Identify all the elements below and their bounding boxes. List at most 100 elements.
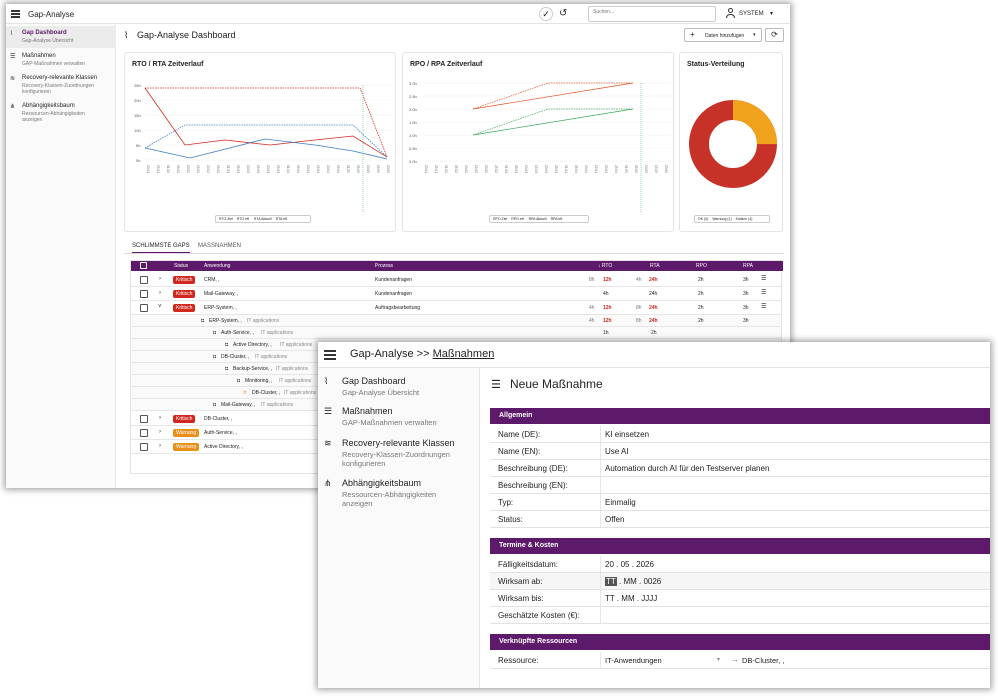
rpo-target-line <box>472 108 633 136</box>
svg-text:10.05: 10.05 <box>644 165 648 173</box>
svg-text:20.03: 20.03 <box>266 165 270 173</box>
resource-select[interactable]: DB-Cluster, , <box>742 656 785 665</box>
status-badge: Kritisch <box>173 304 196 312</box>
svg-text:01.05: 01.05 <box>346 165 350 173</box>
tab-schlimmste-gaps[interactable]: SCHLIMMSTE GAPS <box>132 243 190 253</box>
svg-text:25.04: 25.04 <box>614 165 618 173</box>
rpo-chart: 3.0h 2.5h 2.0h 1.5h 1.0h 0.5h 0.0h 20.01… <box>409 81 671 213</box>
field-wirksam-ab[interactable]: Wirksam ab: TT . MM . 0026 <box>490 573 990 590</box>
svg-text:01.03: 01.03 <box>226 165 230 173</box>
sidebar-item-gap-dashboard[interactable]: ⌇ Gap Dashboard Gap-Analyse Übersicht <box>6 26 116 48</box>
status-badge: Kritisch <box>173 276 196 284</box>
svg-text:20.04: 20.04 <box>326 165 330 173</box>
y-tick: 25h <box>134 83 141 88</box>
history-icon[interactable]: ↺ <box>559 8 568 19</box>
date-segment-highlight[interactable]: TT <box>605 577 617 586</box>
y-tick: 3.0h <box>409 81 417 86</box>
field-desc-en[interactable]: Beschreibung (EN): <box>490 477 990 494</box>
rpa-actual-line <box>472 82 634 110</box>
svg-text:05.03: 05.03 <box>236 165 240 173</box>
sidebar-item-recovery[interactable]: ≋ Recovery-relevante Klassen Recovery-Kl… <box>10 75 98 95</box>
expand-icon[interactable]: › <box>159 415 161 421</box>
menu-icon[interactable] <box>11 10 20 12</box>
svg-text:25.02: 25.02 <box>216 165 220 173</box>
add-data-button[interactable]: + Daten hinzufügen ▾ <box>684 28 762 42</box>
chevron-down-icon[interactable]: ▾ <box>770 11 774 17</box>
svg-text:15.05: 15.05 <box>654 165 658 173</box>
row-checkbox[interactable] <box>140 429 148 437</box>
y-tick: 2.5h <box>409 94 417 99</box>
expand-icon[interactable]: › <box>159 429 161 435</box>
expand-icon[interactable]: › <box>159 276 161 282</box>
field-name-de[interactable]: Name (DE): KI einsetzen <box>490 426 990 443</box>
svg-text:20.05: 20.05 <box>386 165 390 173</box>
svg-text:05.04: 05.04 <box>574 165 578 173</box>
sidebar-item-massnahmen[interactable]: ☰ Maßnahmen GAP-Maßnahmen verwalten <box>10 53 86 67</box>
svg-text:01.05: 01.05 <box>624 165 628 173</box>
table-row[interactable]: › Kritisch Mail-Gateway, , Kundenanfrage… <box>131 287 781 301</box>
expand-icon[interactable]: › <box>159 290 161 296</box>
measures-icon[interactable]: ☰ <box>761 290 767 296</box>
expand-icon[interactable]: › <box>159 443 161 449</box>
check-icon[interactable]: ✓ <box>539 7 553 21</box>
chevron-down-icon[interactable]: ▾ <box>717 657 721 663</box>
legend-item: RPO Ziel <box>493 217 508 221</box>
svg-text:15.03: 15.03 <box>256 165 260 173</box>
rto-chart-title: RTO / RTA Zeitverlauf <box>132 61 204 68</box>
measures-icon[interactable]: ☰ <box>761 276 767 282</box>
sidebar-item-recovery[interactable]: ≋ Recovery-relevante Klassen Recovery-Kl… <box>324 438 455 468</box>
svg-text:10.04: 10.04 <box>584 165 588 173</box>
massnahme-window: Gap-Analyse >> Maßnahmen ⌇ Gap Dashboard… <box>318 342 990 688</box>
y-tick: 1.5h <box>409 120 417 125</box>
resource-class-select[interactable]: IT-Anwendungen <box>605 656 662 665</box>
svg-text:01.04: 01.04 <box>564 165 568 173</box>
breadcrumb-root[interactable]: Gap-Analyse >> <box>350 348 433 360</box>
refresh-button[interactable]: ⟳ <box>765 28 784 42</box>
page-title: Gap-Analyse Dashboard <box>137 30 236 40</box>
app-title: Gap-Analyse <box>28 10 75 19</box>
search-input[interactable]: Suchen... <box>588 6 716 22</box>
field-status[interactable]: Status: Offen <box>490 511 990 528</box>
sidebar-item-abhaengigkeit[interactable]: ⋔ Abhängigkeitsbaum Ressourcen-Abhängigk… <box>324 478 437 508</box>
collapse-icon[interactable]: ˅ <box>158 304 162 310</box>
measures-icon[interactable]: ☰ <box>761 304 767 310</box>
field-desc-de[interactable]: Beschreibung (DE): Automation durch AI fü… <box>490 460 990 477</box>
form-topbar: Gap-Analyse >> Maßnahmen <box>318 342 990 368</box>
row-checkbox[interactable] <box>140 415 148 423</box>
sidebar-item-massnahmen[interactable]: ☰ Maßnahmen GAP-Maßnahmen verwalten <box>324 406 437 427</box>
x-tick-labels: 20.01 25.01 01.02 05.02 10.02 15.02 20.02 25.02… <box>424 165 668 173</box>
menu-icon[interactable] <box>324 350 336 352</box>
tree-row[interactable]: ◘ Auth-Service, , IT applications 1h 2h <box>131 327 781 339</box>
sidebar-item-abhaengigkeit[interactable]: ⋔ Abhängigkeitsbaum Ressourcen-Abhängigk… <box>10 103 85 123</box>
field-kosten[interactable]: Geschätzte Kosten (€): <box>490 607 990 624</box>
breadcrumb-current[interactable]: Maßnahmen <box>432 348 495 360</box>
table-row[interactable]: ˅ Kritisch ERP-System, , Auftragsbearbei… <box>131 301 781 315</box>
field-name-en[interactable]: Name (EN): Use AI <box>490 443 990 460</box>
tab-massnahmen[interactable]: MASSNAHMEN <box>198 243 242 249</box>
field-faelligkeit[interactable]: Fälligkeitsdatum: 20 . 05 . 2026 <box>490 556 990 573</box>
rto-actual-line <box>144 138 388 160</box>
field-typ[interactable]: Typ: Einmalig <box>490 494 990 511</box>
dashboard-topbar: Gap-Analyse ✓ ↺ Suchen... SYSTEM ▾ <box>6 4 790 24</box>
chart-icon: ⌇ <box>324 376 329 386</box>
tree-row[interactable]: ◘ ERP-System, , IT applications 4h 12h 8… <box>131 315 781 327</box>
row-checkbox[interactable] <box>140 290 148 298</box>
svg-text:10.02: 10.02 <box>464 165 468 173</box>
select-all-checkbox[interactable] <box>140 262 147 269</box>
row-checkbox[interactable] <box>140 443 148 451</box>
user-icon[interactable] <box>726 8 735 19</box>
table-row[interactable]: › Kritisch CRM, , Kundenanfragen 8h 12h … <box>131 273 781 287</box>
y-tick: 0.5h <box>409 146 417 151</box>
field-ressource[interactable]: Ressource: IT-Anwendungen ▾ → DB-Cluster… <box>490 652 990 669</box>
row-checkbox[interactable] <box>140 276 148 284</box>
sidebar-item-gap-dashboard[interactable]: ⌇ Gap Dashboard Gap-Analyse Übersicht <box>324 376 420 397</box>
rto-chart-card: RTO / RTA Zeitverlauf 25h 20h 15h 10h 5h… <box>124 52 396 232</box>
layers-icon: ≋ <box>324 438 332 448</box>
user-label[interactable]: SYSTEM <box>739 11 764 17</box>
row-checkbox[interactable] <box>140 304 148 312</box>
legend-item: RTO eff. <box>236 217 250 221</box>
rpo-legend: RPO Ziel RPO eff. RPA Aktuell RPA eff. <box>489 215 589 223</box>
rpa-target-line <box>472 82 633 110</box>
field-wirksam-bis[interactable]: Wirksam bis: TT . MM . JJJJ <box>490 590 990 607</box>
y-tick: 15h <box>134 113 141 118</box>
